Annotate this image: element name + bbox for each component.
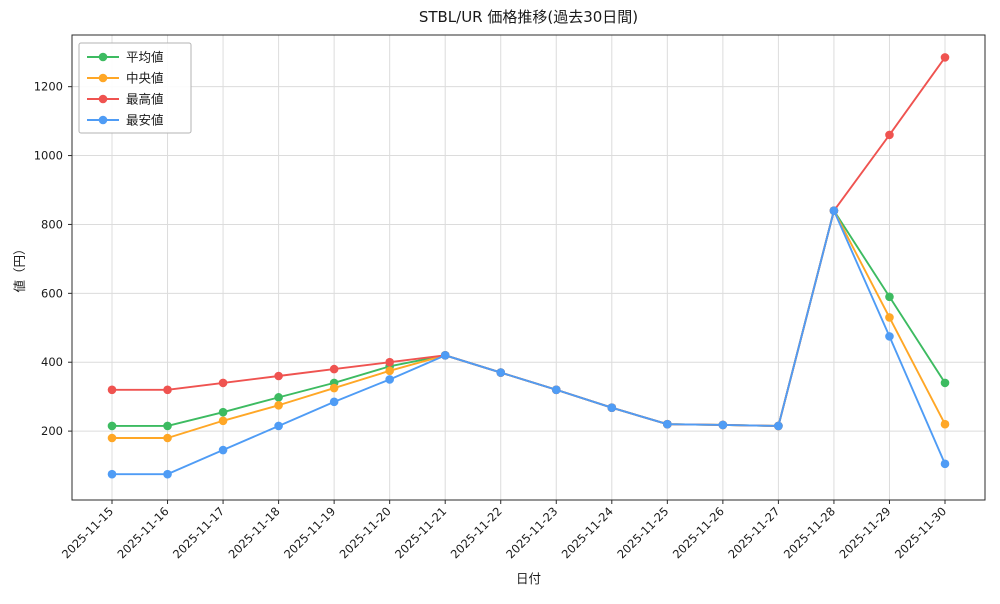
legend-label-0: 平均値 — [126, 50, 164, 65]
series-marker-3 — [718, 420, 728, 430]
series-marker-3 — [607, 403, 617, 412]
series-marker-2 — [163, 385, 172, 395]
series-marker-1 — [329, 383, 339, 393]
plot-background — [72, 35, 985, 500]
series-marker-3 — [329, 397, 339, 407]
series-marker-0 — [218, 407, 228, 417]
series-marker-2 — [107, 385, 117, 395]
y-axis-label: 値（円） — [12, 242, 27, 292]
series-marker-1 — [385, 366, 394, 376]
legend-label-2: 最高値 — [126, 92, 164, 107]
series-marker-2 — [218, 378, 228, 388]
y-tick-label: 1000 — [34, 149, 63, 163]
series-marker-0 — [107, 421, 117, 431]
series-marker-3 — [496, 368, 506, 377]
series-marker-1 — [274, 400, 283, 410]
series-marker-2 — [274, 371, 283, 381]
legend-marker-1 — [98, 73, 108, 83]
series-marker-1 — [163, 433, 172, 443]
series-marker-2 — [329, 364, 339, 374]
legend-label-1: 中央値 — [126, 71, 164, 86]
series-marker-3 — [107, 469, 117, 479]
series-marker-0 — [940, 378, 950, 388]
series-marker-0 — [163, 421, 172, 431]
legend-marker-0 — [98, 52, 108, 62]
series-marker-1 — [218, 416, 228, 426]
legend-label-3: 最安値 — [126, 113, 164, 128]
series-marker-0 — [885, 292, 894, 302]
series-marker-3 — [774, 421, 783, 431]
series-marker-3 — [940, 459, 950, 469]
series-marker-3 — [663, 419, 672, 429]
y-tick-label: 400 — [41, 355, 63, 369]
legend-box — [78, 42, 192, 134]
series-marker-3 — [274, 421, 283, 431]
series-marker-2 — [885, 130, 894, 140]
legend-marker-2 — [98, 94, 108, 104]
series-marker-3 — [829, 206, 839, 215]
y-tick-label: 200 — [41, 424, 63, 438]
series-marker-3 — [163, 469, 172, 479]
series-marker-2 — [385, 357, 394, 367]
axes-spines — [71, 34, 986, 501]
chart-title: STBL/UR 価格推移(過去30日間) — [419, 8, 638, 26]
series-marker-1 — [940, 419, 950, 429]
x-axis-label: 日付 — [516, 571, 541, 586]
y-tick-label: 600 — [41, 286, 63, 300]
series-marker-3 — [440, 351, 450, 360]
legend-marker-3 — [98, 115, 108, 125]
series-line-3 — [112, 209, 946, 476]
series-marker-3 — [218, 445, 228, 455]
series-marker-1 — [107, 433, 117, 443]
series-marker-2 — [940, 53, 950, 62]
series-marker-3 — [551, 385, 561, 395]
y-tick-label: 800 — [41, 217, 63, 231]
series-marker-3 — [385, 375, 394, 384]
series-marker-0 — [274, 393, 283, 402]
series-marker-3 — [885, 332, 894, 341]
series-marker-1 — [885, 313, 894, 322]
y-tick-label: 1200 — [34, 80, 63, 94]
